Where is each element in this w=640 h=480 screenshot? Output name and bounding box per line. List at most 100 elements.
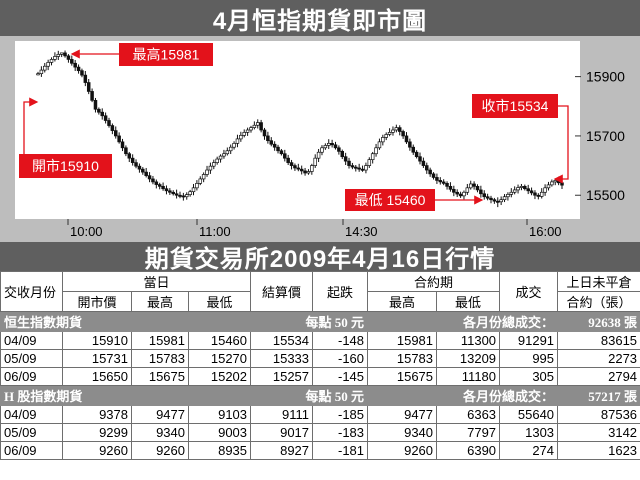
cell-period-high: 15675 <box>367 367 438 386</box>
cell-period-low: 7797 <box>436 423 501 442</box>
cell-settlement: 15257 <box>250 367 314 386</box>
candle-body <box>516 187 520 191</box>
candle-body <box>59 52 64 55</box>
header-low: 最低 <box>187 291 252 312</box>
candle-body <box>181 195 186 198</box>
candle-body <box>384 134 388 138</box>
cell-settlement: 9111 <box>250 405 314 424</box>
table-row: 04/09 15910 15981 15460 15534 -148 15981… <box>0 331 640 350</box>
candle-body <box>117 135 121 143</box>
table-row: 06/09 15650 15675 15202 15257 -145 15675… <box>0 367 640 386</box>
candle-body <box>357 167 361 170</box>
candle-body <box>39 69 44 75</box>
cell-low: 8935 <box>187 441 252 460</box>
table-row: 05/09 9299 9340 9003 9017 -183 9340 7797… <box>0 423 640 442</box>
cell-volume: 995 <box>499 349 559 368</box>
candle-body <box>208 165 213 171</box>
header-settlement-price: 結算價 <box>250 271 314 312</box>
candle-body <box>205 169 209 175</box>
candle-body <box>401 131 405 137</box>
cell-period-low: 11180 <box>436 367 501 386</box>
section-total-label: 各月份總成交： <box>367 311 559 332</box>
cell-period-high: 15783 <box>367 349 438 368</box>
candle-body <box>529 190 534 194</box>
section-total: 92638 張 <box>557 311 640 332</box>
cell-high: 9260 <box>131 441 189 460</box>
cell-high: 9477 <box>131 405 189 424</box>
cell-settlement: 8927 <box>250 441 314 460</box>
cell-change: -185 <box>312 405 369 424</box>
candle-body <box>107 120 111 126</box>
candle-body <box>367 159 372 166</box>
candle-body <box>259 122 263 131</box>
candle-body <box>333 144 338 149</box>
candle-body <box>414 151 419 158</box>
callout-high-box <box>119 43 213 66</box>
cell-open: 9378 <box>62 405 132 424</box>
table-row: 04/09 9378 9477 9103 9111 -185 9477 6363… <box>0 405 640 424</box>
candle-body <box>425 165 429 171</box>
table-header-row-2: 開市價 最高 最低 最高 最低 合約（張） <box>1 291 640 312</box>
candle-body <box>343 156 348 162</box>
candle-body <box>546 184 551 189</box>
candle-body <box>523 185 527 190</box>
candle-body <box>441 181 446 184</box>
candle-body <box>438 180 443 183</box>
candle-body <box>431 173 436 178</box>
candle-body <box>80 70 84 76</box>
section-unit: 每點 50 元 <box>250 311 369 332</box>
candle-body <box>151 178 155 183</box>
section-unit: 每點 50 元 <box>250 385 369 406</box>
candle-body <box>212 162 216 167</box>
cell-settlement: 9017 <box>250 423 314 442</box>
candle-body <box>215 158 219 163</box>
table-row: 06/09 9260 9260 8935 8927 -181 9260 6390… <box>0 441 640 460</box>
intraday-chart: 15500 15700 15900 10:00 11:00 14:30 16:00 最高1… <box>15 41 625 239</box>
candle-body <box>354 166 358 169</box>
candle-body <box>468 183 473 189</box>
candle-body <box>404 135 409 143</box>
cell-low: 9003 <box>187 423 252 442</box>
cell-month: 04/09 <box>0 331 63 350</box>
callout-close-arrow <box>553 105 569 184</box>
candle-body <box>283 153 287 159</box>
candle-body <box>482 193 486 198</box>
candle-body <box>316 151 321 159</box>
candle-body <box>293 165 297 169</box>
candle-body <box>289 162 294 166</box>
candle-body <box>499 199 503 203</box>
chart-title: 4月恒指期貨即市圖 <box>0 0 640 36</box>
header-volume: 成交 <box>499 271 559 312</box>
candle-body <box>154 181 159 185</box>
callout-open-label: 開市15910 <box>32 158 99 174</box>
candle-body <box>110 125 115 131</box>
candle-body <box>97 108 101 113</box>
header-period-high: 最高 <box>367 291 438 312</box>
candle-body <box>560 182 564 186</box>
candle-body <box>391 129 395 133</box>
candle-body <box>492 199 497 202</box>
candle-body <box>245 129 250 133</box>
cell-low: 9103 <box>187 405 252 424</box>
candle-body <box>364 165 368 171</box>
candle-body <box>539 191 544 197</box>
candle-body <box>306 171 311 174</box>
cell-change: -181 <box>312 441 369 460</box>
cell-high: 15783 <box>131 349 189 368</box>
table-header-row-1: 交收月份 當日 結算價 起跌 合約期 成交 上日未平倉 <box>0 271 640 312</box>
candle-body <box>164 188 169 192</box>
cell-change: -145 <box>312 367 369 386</box>
candle-body <box>550 181 554 186</box>
cell-change: -183 <box>312 423 369 442</box>
cell-month: 06/09 <box>0 367 63 386</box>
candle-body <box>141 168 145 173</box>
candle-body <box>255 122 260 126</box>
candle-body <box>526 188 530 192</box>
cell-low: 15460 <box>187 331 252 350</box>
candle-body <box>168 190 172 193</box>
callout-high-label: 最高15981 <box>133 47 200 63</box>
header-today: 當日 <box>61 271 252 292</box>
futures-quote-table: 交收月份 當日 結算價 起跌 合約期 成交 上日未平倉 開市價 最高 最低 最高… <box>0 271 640 460</box>
candle-body <box>222 153 226 157</box>
candle-body <box>144 171 148 177</box>
